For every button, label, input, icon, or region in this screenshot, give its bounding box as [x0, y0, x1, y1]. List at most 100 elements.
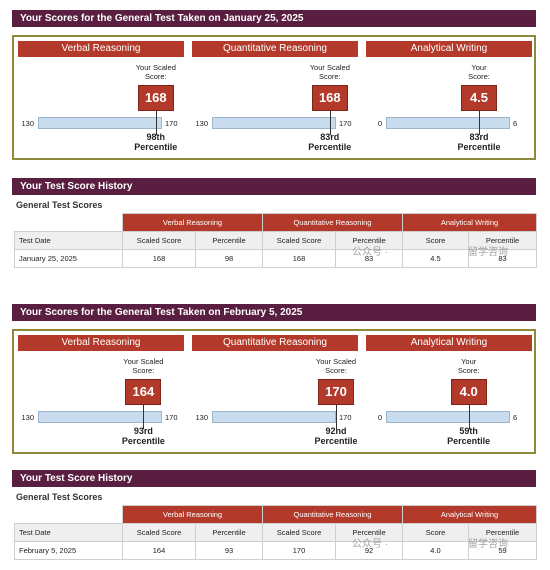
score-label-line: Score: [132, 366, 155, 375]
scale-bar [386, 411, 510, 423]
cell: 170 [262, 541, 336, 560]
marker [479, 117, 480, 131]
scale-bar [212, 117, 336, 129]
score-label: Your Score: [439, 357, 499, 375]
measure-panel: Quantitative Reasoning Your Scaled Score: 1… [192, 335, 358, 450]
column-header: Percentile [335, 231, 403, 250]
measure-panel: Analytical Writing Your Score: 4.0 0 6 59th Per… [366, 335, 532, 450]
cell: 4.5 [402, 249, 469, 268]
percentile-line: 83rd [469, 132, 489, 142]
measure-name: Quantitative Reasoning [192, 335, 358, 351]
measure-panel: Analytical Writing Your Score: 4.5 0 6 83rd Per… [366, 41, 532, 156]
percentile-line: 83rd [320, 132, 340, 142]
score-label-line: Your Scaled [315, 357, 357, 366]
scale-min: 130 [21, 413, 34, 422]
group-header: Verbal Reasoning [122, 505, 263, 524]
score-label: Your Score: [449, 63, 509, 81]
column-row: Test Date Scaled Score Percentile Scaled Sc… [14, 231, 538, 250]
score-value: 164 [125, 379, 162, 405]
history-title: Your Test Score History [12, 470, 536, 487]
score-label: Your Scaled Score: [126, 63, 186, 81]
blank-cell [15, 214, 123, 232]
group-header: Verbal Reasoning [122, 213, 263, 232]
score-value: 170 [318, 379, 354, 405]
column-header: Scaled Score [122, 523, 196, 542]
measure-panel: Verbal Reasoning Your Scaled Score: 164 130 1… [18, 335, 184, 450]
cell: 83 [335, 249, 403, 268]
cell: 164 [122, 541, 196, 560]
scale-bar [386, 117, 510, 129]
measure-name: Analytical Writing [366, 41, 532, 57]
scale-max: 170 [165, 413, 178, 422]
history-subtitle: General Test Scores [16, 492, 103, 502]
column-header: Scaled Score [262, 523, 336, 542]
score-box: Verbal Reasoning Your Scaled Score: 168 130 1… [12, 35, 536, 160]
watermark: 留学咨询 [468, 247, 508, 258]
score-label-line: Score: [318, 72, 341, 81]
score-value: 168 [137, 85, 174, 111]
measure-panel: Verbal Reasoning Your Scaled Score: 168 130 1… [18, 41, 184, 156]
percentile-line: Percentile [457, 142, 501, 152]
report-title: Your Scores for the General Test Taken o… [12, 10, 536, 27]
score-label: Your Scaled Score: [113, 357, 173, 375]
measure-name: Quantitative Reasoning [192, 41, 358, 57]
percentile-line: 98th [146, 132, 166, 142]
score-label-line: Your [461, 357, 477, 366]
scale-min: 130 [195, 413, 208, 422]
column-header: Test Date [14, 523, 123, 542]
marker [468, 411, 470, 425]
marker [329, 117, 331, 131]
scale-max: 170 [165, 119, 178, 128]
cell: 83 [467, 249, 538, 268]
percentile-line: Percentile [308, 142, 352, 152]
group-header: Analytical Writing [401, 213, 538, 232]
score-value: 4.5 [461, 85, 497, 111]
score-label-line: Your [471, 63, 487, 72]
score-box: Verbal Reasoning Your Scaled Score: 164 130 1… [12, 329, 536, 454]
scale-min: 0 [377, 119, 382, 128]
column-header: Percentile [195, 231, 263, 250]
report-title: Your Scores for the General Test Taken o… [12, 304, 536, 321]
measure-name: Verbal Reasoning [18, 41, 184, 57]
score-label-line: Score: [468, 72, 490, 81]
cell: January 25, 2025 [14, 249, 123, 268]
column-header: Percentile [467, 523, 538, 542]
column-header: Percentile [195, 523, 263, 542]
score-value: 4.0 [450, 379, 487, 405]
data-row: January 25, 2025 168 98 168 83 4.5 83 [14, 249, 538, 268]
history-table: Verbal Reasoning Quantitative Reasoning An… [14, 505, 538, 560]
percentile-line: Percentile [314, 436, 358, 446]
cell: 98 [195, 249, 263, 268]
percentile-line: 93rd [133, 426, 153, 436]
group-header: Quantitative Reasoning [262, 505, 403, 524]
history-subtitle: General Test Scores [16, 200, 103, 210]
score-label-line: Your Scaled [309, 63, 350, 72]
cell: 168 [262, 249, 336, 268]
group-header: Quantitative Reasoning [262, 213, 403, 232]
scale-bar [38, 117, 162, 129]
group-row: Verbal Reasoning Quantitative Reasoning An… [15, 505, 538, 524]
watermark: 公众号 · [352, 247, 389, 258]
scale-min: 130 [21, 119, 34, 128]
percentile: 83rd Percentile [295, 132, 365, 152]
marker [143, 411, 145, 425]
measure-name: Analytical Writing [366, 335, 532, 351]
blank-cell [15, 506, 123, 524]
column-header: Score [402, 231, 469, 250]
measure-name: Verbal Reasoning [18, 335, 184, 351]
measure-panel: Quantitative Reasoning Your Scaled Score: 1… [192, 41, 358, 156]
score-label-line: Score: [325, 366, 347, 375]
scale-min: 130 [195, 119, 208, 128]
percentile-line: 59th [459, 426, 478, 436]
column-header: Test Date [14, 231, 123, 250]
column-row: Test Date Scaled Score Percentile Scaled Sc… [14, 523, 538, 542]
scale-bar [38, 411, 162, 423]
score-label-line: Your Scaled [123, 357, 164, 366]
history-title: Your Test Score History [12, 178, 536, 195]
group-row: Verbal Reasoning Quantitative Reasoning An… [15, 213, 538, 232]
percentile-line: Percentile [447, 436, 491, 446]
score-label: Your Scaled Score: [306, 357, 366, 375]
scale-max: 170 [339, 413, 352, 422]
score-label: Your Scaled Score: [300, 63, 360, 81]
